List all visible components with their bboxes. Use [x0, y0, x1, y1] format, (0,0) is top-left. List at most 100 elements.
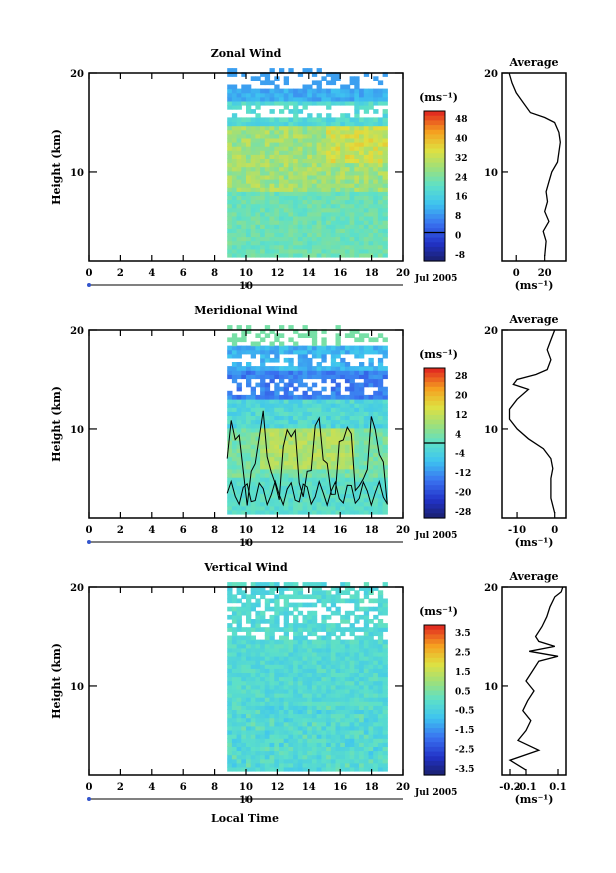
heatmap-cell — [246, 594, 252, 600]
date-axis-month-label: Jul 2005 — [414, 788, 457, 798]
heatmap-cell — [297, 452, 304, 458]
heatmap-cell — [335, 610, 341, 616]
heatmap-cell — [326, 627, 332, 632]
heatmap-cell — [330, 656, 337, 661]
colorbar-label: -8 — [455, 251, 465, 261]
heatmap-cell — [269, 109, 275, 114]
heatmap-cell — [293, 473, 299, 478]
heatmap-cell — [349, 746, 355, 752]
heatmap-cell — [373, 473, 379, 478]
heatmap-cell — [354, 485, 360, 490]
heatmap-cell — [231, 448, 238, 453]
heatmap-cell — [283, 606, 289, 612]
heatmap-cell — [368, 639, 374, 645]
heatmap-cell — [321, 660, 327, 665]
heatmap-cell — [354, 96, 360, 102]
heatmap-cell — [302, 390, 308, 396]
heatmap-cell — [255, 721, 261, 727]
heatmap-cell — [321, 598, 327, 604]
heatmap-cell — [255, 713, 261, 719]
heatmap-cell — [260, 582, 266, 587]
heatmap-cell — [368, 378, 374, 384]
heatmap-cell — [279, 92, 285, 98]
heatmap-cell — [311, 72, 318, 77]
heatmap-cell — [279, 668, 285, 673]
heatmap-cell — [283, 220, 289, 225]
heatmap-cell — [326, 598, 332, 604]
heatmap-cell — [241, 174, 247, 180]
heatmap-cell — [246, 610, 252, 616]
heatmap-cell — [250, 497, 256, 503]
heatmap-cell — [316, 758, 322, 764]
heatmap-cell — [326, 349, 332, 355]
heatmap-cell — [274, 125, 280, 131]
heatmap-cell — [368, 693, 374, 698]
heatmap-cell — [297, 220, 304, 225]
heatmap-cell — [255, 244, 261, 250]
heatmap-cell — [279, 183, 285, 188]
heatmap-cell — [227, 614, 233, 620]
heatmap-cell — [335, 345, 341, 351]
heatmap-cell — [335, 734, 341, 739]
heatmap-cell — [354, 220, 360, 225]
heatmap-cell — [377, 647, 384, 653]
heatmap-cell — [255, 166, 261, 172]
heatmap-cell — [241, 688, 247, 694]
heatmap-cell — [363, 203, 370, 209]
heatmap-cell — [236, 166, 242, 172]
heatmap-cell — [349, 423, 355, 429]
heatmap-cell — [382, 647, 388, 653]
heatmap-cell — [377, 240, 384, 246]
heatmap-cell — [274, 337, 280, 343]
heatmap-cell — [321, 436, 327, 441]
profile-frame — [501, 329, 567, 519]
heatmap-cell — [344, 84, 351, 90]
heatmap-cell — [321, 329, 327, 334]
heatmap-cell — [297, 399, 304, 404]
heatmap-cell — [269, 399, 275, 404]
heatmap-cell — [307, 133, 313, 139]
heatmap-cell — [330, 725, 337, 731]
heatmap-cell — [250, 766, 256, 772]
heatmap-cell — [373, 166, 379, 172]
heatmap-cell — [246, 374, 252, 380]
heatmap-cell — [349, 697, 355, 702]
heatmap-cell — [349, 370, 355, 375]
heatmap-cell — [382, 688, 388, 694]
heatmap-cell — [349, 100, 355, 106]
heatmap-cell — [246, 117, 252, 123]
heatmap-cell — [264, 191, 271, 196]
heatmap-cell — [321, 497, 327, 503]
heatmap-cell — [311, 399, 318, 404]
heatmap-cell — [283, 411, 289, 416]
heatmap-cell — [297, 129, 304, 135]
heatmap-cell — [316, 146, 322, 151]
heatmap-cell — [227, 244, 233, 250]
heatmap-cell — [227, 672, 233, 678]
heatmap-cell — [283, 423, 289, 429]
heatmap-cell — [344, 664, 351, 669]
heatmap-cell — [293, 614, 299, 620]
heatmap-cell — [326, 693, 332, 698]
heatmap-cell — [264, 697, 271, 702]
heatmap-cell — [231, 485, 238, 490]
heatmap-cell — [274, 431, 280, 437]
heatmap-cell — [382, 730, 388, 735]
heatmap-cell — [326, 240, 332, 246]
heatmap-cell — [349, 431, 355, 437]
heatmap-cell — [321, 676, 327, 682]
heatmap-cell — [344, 647, 351, 653]
heatmap-cell — [297, 693, 304, 698]
heatmap-cell — [250, 117, 256, 123]
heatmap-cell — [311, 468, 318, 474]
heatmap-cell — [260, 150, 266, 155]
heatmap-cell — [340, 133, 346, 139]
heatmap-cell — [326, 366, 332, 371]
heatmap-cell — [368, 240, 374, 246]
heatmap-cell — [311, 717, 318, 723]
heatmap-cell — [283, 664, 289, 669]
heatmap-cell — [246, 440, 252, 445]
heatmap-cell — [227, 456, 233, 462]
heatmap-cell — [368, 627, 374, 632]
heatmap-cell — [316, 88, 322, 94]
